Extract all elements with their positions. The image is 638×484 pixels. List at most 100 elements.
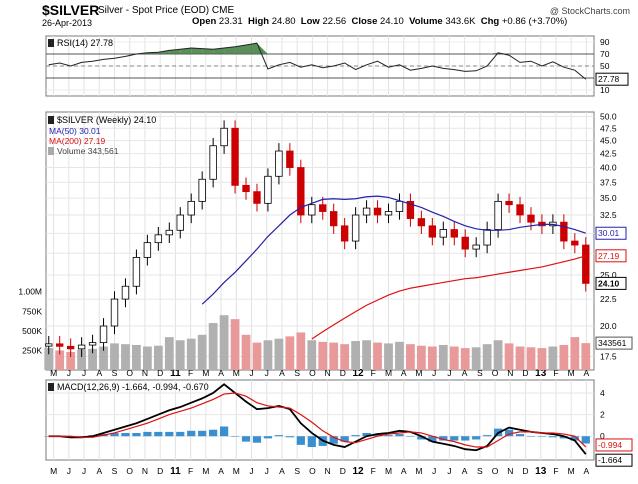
candle-body: [66, 345, 75, 350]
candle-body: [362, 207, 371, 216]
candle-body: [483, 229, 491, 246]
rsi-overbought-fill: [202, 48, 214, 54]
month-tick-label: 11: [170, 466, 181, 477]
month-tick-label: J: [447, 368, 451, 378]
volume-bar: [164, 337, 174, 370]
volume-bar: [197, 334, 207, 370]
macd-histogram-bar: [219, 426, 229, 437]
volume-last-value-box: [595, 336, 633, 350]
change-value: +0.86 (+3.70%): [501, 16, 568, 27]
month-tick-label: S: [294, 368, 300, 378]
month-tick-label: N: [142, 466, 148, 476]
month-tick-label: M: [568, 466, 575, 476]
macd-histogram-bar: [132, 432, 141, 437]
candle-body: [209, 145, 217, 180]
high-label: High: [247, 16, 270, 27]
macd-title: MACD(12,26,9) -1.664, -0.994, -0.670: [57, 382, 209, 392]
rsi-overbought-fill: [191, 48, 203, 54]
volume-bar: [493, 340, 503, 370]
rsi-overbought-fill: [224, 46, 236, 54]
candle-body: [165, 229, 173, 236]
price-tick-label: 32.5: [600, 210, 617, 220]
chart-date: 26-Apr-2013: [42, 18, 93, 28]
macd-histogram-bar: [165, 431, 174, 437]
candle-body: [461, 236, 469, 250]
macd-signal-value-box: [595, 438, 633, 452]
volume-bar: [186, 338, 196, 370]
month-tick-label: A: [279, 368, 285, 378]
volume-bar: [526, 347, 536, 370]
candle-body: [297, 167, 305, 216]
candle-body: [428, 225, 437, 238]
month-tick-label: J: [67, 368, 71, 378]
candle-body: [231, 127, 239, 186]
candle-body: [121, 285, 130, 300]
volume-bar: [318, 341, 328, 370]
candle-body: [560, 221, 568, 242]
month-tick-label: A: [279, 466, 285, 476]
month-tick-label: J: [67, 466, 71, 476]
volume-bar: [449, 346, 459, 370]
ma200-value-label: 27.19: [598, 251, 620, 261]
candle-body: [198, 178, 206, 202]
macd-histogram-bar: [461, 436, 470, 441]
volume-bar: [460, 348, 470, 370]
macd-tick-label: 0: [600, 431, 605, 441]
rsi-overbought-fill: [180, 48, 192, 54]
volume-bar: [263, 340, 273, 370]
month-tick-label: A: [584, 368, 590, 378]
macd-histogram-bar: [263, 436, 273, 439]
ma200-value-box: [595, 249, 627, 263]
volume-bar: [438, 344, 448, 370]
month-tick-label: M: [233, 466, 240, 476]
close-value-label: 24.10: [598, 278, 620, 288]
price-panel-frame: [45, 111, 595, 371]
macd-histogram-bar: [417, 436, 426, 440]
macd-value-label: -1.664: [598, 455, 622, 465]
volume-value: 343.6K: [445, 16, 476, 27]
candle-body: [340, 225, 349, 242]
volume-bar: [241, 334, 251, 370]
candle-body: [132, 257, 141, 287]
month-tick-label: A: [218, 368, 224, 378]
month-tick-label: D: [340, 368, 346, 378]
month-tick-label: N: [507, 368, 513, 378]
month-tick-label: D: [340, 466, 346, 476]
volume-bar: [285, 336, 295, 370]
month-tick-label: S: [112, 368, 118, 378]
macd-histogram-bar: [373, 434, 382, 437]
macd-signal-line: [48, 392, 587, 448]
month-tick-label: F: [188, 466, 193, 476]
month-tick-label: 12: [352, 368, 364, 379]
rsi-tick-label: 70: [600, 49, 610, 59]
high-value: 24.80: [271, 16, 296, 27]
candle-body: [373, 207, 382, 216]
month-tick-label: A: [96, 368, 102, 378]
candle-body: [406, 200, 415, 219]
rsi-overbought-fill: [487, 52, 499, 54]
candle-body: [110, 298, 119, 327]
macd-value-box: [595, 453, 633, 467]
month-tick-label: F: [553, 466, 558, 476]
month-tick-label: M: [415, 368, 422, 378]
volume-bar: [537, 348, 547, 370]
rsi-overbought-fill: [235, 45, 247, 54]
month-tick-label: 13: [535, 368, 547, 379]
candle-body: [439, 229, 447, 238]
volume-bar: [142, 346, 152, 370]
month-tick-label: F: [371, 466, 376, 476]
volume-bar: [44, 348, 54, 370]
instrument-name: Silver - Spot Price (EOD) CME: [98, 5, 234, 16]
volume-bar: [384, 343, 393, 370]
macd-histogram-bar: [340, 436, 349, 442]
macd-histogram-bar: [537, 436, 547, 437]
volume-bar: [570, 337, 580, 370]
month-tick-label: F: [371, 368, 376, 378]
month-tick-label: M: [50, 466, 57, 476]
month-tick-label: O: [126, 466, 133, 476]
month-tick-label: F: [553, 368, 558, 378]
price-legend-swatch: [48, 116, 54, 124]
price-tick-label: 50.0: [600, 112, 617, 122]
month-tick-label: A: [401, 466, 407, 476]
month-tick-label: O: [309, 466, 316, 476]
